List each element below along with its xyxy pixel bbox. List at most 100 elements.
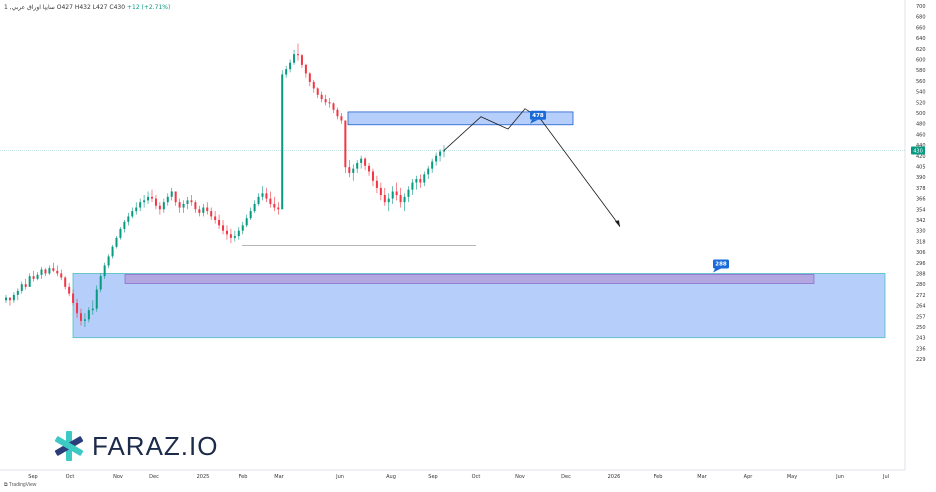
candle-body <box>170 191 173 197</box>
candle-body <box>174 191 177 203</box>
y-tick-label: 420 <box>916 154 926 160</box>
x-tick-label: Aug <box>386 474 396 480</box>
y-tick-label: 330 <box>916 229 926 235</box>
tradingview-credit: ⧉ TradingView <box>4 482 36 488</box>
y-tick-label: 520 <box>916 100 926 106</box>
logo-text: FARAZ.IO <box>92 430 219 461</box>
candle-body <box>40 269 43 275</box>
candle-body <box>99 276 102 290</box>
candle-body <box>297 54 299 56</box>
y-tick-label: 640 <box>916 36 926 42</box>
x-tick-label: Jun <box>335 474 344 480</box>
candle-body <box>364 158 367 166</box>
x-tick-label: Jun <box>835 474 844 480</box>
candle-body <box>16 290 19 295</box>
candle-body <box>304 64 307 74</box>
y-tick-label: 480 <box>916 122 926 128</box>
zone-label-288-pointer <box>713 268 721 273</box>
zone-label-478: 478 <box>532 113 544 119</box>
candle-body <box>95 289 98 309</box>
candle-body <box>289 62 292 70</box>
y-tick-label: 354 <box>916 207 926 213</box>
x-tick-label: Oct <box>472 474 481 480</box>
y-tick-label: 440 <box>916 143 926 149</box>
resistance-zone <box>347 111 574 126</box>
x-tick-label: Sep <box>28 474 37 480</box>
candle-body <box>281 74 284 210</box>
tradingview-label: TradingView <box>8 482 37 488</box>
y-tick-label: 243 <box>916 336 926 342</box>
candle-body <box>241 225 244 231</box>
candle-body <box>285 69 288 75</box>
y-tick-label: 272 <box>916 293 926 299</box>
x-tick-label: May <box>787 474 797 480</box>
candle-body <box>76 302 79 314</box>
candle-body <box>143 200 146 203</box>
y-tick-label: 700 <box>916 4 926 10</box>
candle-body <box>233 236 236 238</box>
candle-body <box>72 293 75 303</box>
y-tick-label: 660 <box>916 25 926 31</box>
y-tick-label: 257 <box>916 314 926 320</box>
zone-label-288-box <box>713 259 729 269</box>
y-tick-label: 460 <box>916 132 926 138</box>
candle-body <box>12 294 15 301</box>
candles-group <box>5 43 445 327</box>
candle-body <box>151 196 153 199</box>
price-change: +12 (+2.71%) <box>126 4 171 11</box>
candle-body <box>308 73 311 82</box>
candle-body <box>379 187 382 196</box>
x-tick-label: Nov <box>515 474 525 480</box>
candle-body <box>348 167 351 173</box>
candle-body <box>336 109 339 117</box>
y-tick-label: 540 <box>916 90 926 96</box>
candle-body <box>36 274 39 279</box>
candle-body <box>395 191 398 196</box>
candle-body <box>111 246 114 257</box>
candle-body <box>225 230 228 235</box>
x-tick-label: Mar <box>697 474 707 480</box>
candle-body <box>178 202 181 208</box>
projection-arrowhead <box>615 220 620 228</box>
candle-body <box>229 234 232 238</box>
candle-body <box>56 270 59 274</box>
candle-body <box>257 196 260 204</box>
candle-body <box>435 155 438 162</box>
candle-body <box>344 120 347 168</box>
zone-label-478-pointer <box>530 119 538 124</box>
candle-body <box>210 211 213 217</box>
symbol-legend: 1 ,ﺳﺎﻳﭘﺎ ﺍﻭﺭﺍﻕ ﻋﺮﺑﻲ O427 H432 L427 C430 … <box>4 4 170 11</box>
symbol-name: 1 ,ﺳﺎﻳﭘﺎ ﺍﻭﺭﺍﻕ ﻋﺮﺑﻲ <box>4 4 55 11</box>
candle-body <box>237 230 240 237</box>
y-tick-label: 390 <box>916 175 926 181</box>
candle-body <box>131 211 134 217</box>
faraz-logo: FARAZ.IO <box>52 428 218 464</box>
candle-body <box>324 99 327 103</box>
x-tick-label: Dec <box>561 474 571 480</box>
candle-body <box>218 220 221 226</box>
candle-body <box>87 310 90 320</box>
x-tick-label: Mar <box>274 474 284 480</box>
tradingview-icon: ⧉ <box>4 482 8 488</box>
y-tick-label: 680 <box>916 15 926 21</box>
candle-body <box>5 297 7 301</box>
y-tick-label: 264 <box>916 304 926 310</box>
x-tick-label: Oct <box>66 474 75 480</box>
candle-body <box>312 81 315 89</box>
candle-body <box>300 55 303 65</box>
zone-label-478-box <box>530 110 546 120</box>
candle-body <box>166 196 169 203</box>
candle-body <box>135 207 138 212</box>
candle-body <box>316 88 319 95</box>
candle-body <box>423 174 426 183</box>
x-tick-label: Feb <box>239 474 248 480</box>
candle-body <box>60 273 63 278</box>
support-band <box>124 274 815 284</box>
candle-body <box>20 284 23 291</box>
x-tick-label: 2026 <box>608 474 621 480</box>
candle-body <box>352 168 355 173</box>
zone-label-288: 288 <box>715 262 727 268</box>
candle-body <box>403 196 406 203</box>
candle-body <box>198 209 201 213</box>
